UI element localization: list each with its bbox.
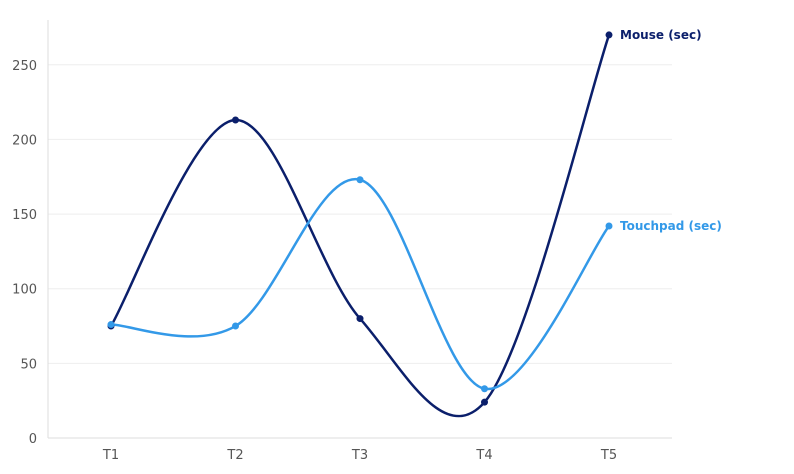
y-tick-label: 50 <box>20 357 37 372</box>
x-tick-label-t4: T4 <box>475 448 492 463</box>
series-label-mouse-sec: Mouse (sec) <box>620 28 702 42</box>
x-tick-label-t3: T3 <box>351 448 368 463</box>
data-point-mouse-sec-t2[interactable] <box>232 116 239 124</box>
series-label-touchpad-sec: Touchpad (sec) <box>620 219 722 233</box>
series-line-mouse-sec <box>109 33 611 418</box>
y-tick-label: 250 <box>12 59 37 74</box>
x-tick-label-t5: T5 <box>600 448 617 463</box>
data-points <box>107 31 613 406</box>
data-point-touchpad-sec-t4[interactable] <box>481 385 488 393</box>
series-line-touchpad-sec <box>109 178 611 391</box>
data-point-mouse-sec-t3[interactable] <box>356 315 364 323</box>
series-lines <box>109 33 611 418</box>
data-point-touchpad-sec-t3[interactable] <box>356 176 364 184</box>
data-point-mouse-sec-t4[interactable] <box>481 398 488 406</box>
y-tick-label: 150 <box>12 208 37 223</box>
y-tick-label: 200 <box>12 133 37 148</box>
y-tick-label: 100 <box>12 283 37 298</box>
axes: 0 50 100 150 200 250 T1 T2 T3 T4 T5 <box>12 20 672 463</box>
x-tick-label-t1: T1 <box>102 448 119 463</box>
data-point-touchpad-sec-t2[interactable] <box>232 322 239 330</box>
y-tick-label: 0 <box>29 432 37 447</box>
data-point-mouse-sec-t5[interactable] <box>605 31 613 39</box>
data-point-touchpad-sec-t1[interactable] <box>107 321 115 329</box>
x-tick-label-t2: T2 <box>226 448 243 463</box>
data-point-touchpad-sec-t5[interactable] <box>605 222 613 230</box>
series-labels: Mouse (sec) Touchpad (sec) <box>620 28 722 233</box>
grid-lines <box>48 64 672 364</box>
